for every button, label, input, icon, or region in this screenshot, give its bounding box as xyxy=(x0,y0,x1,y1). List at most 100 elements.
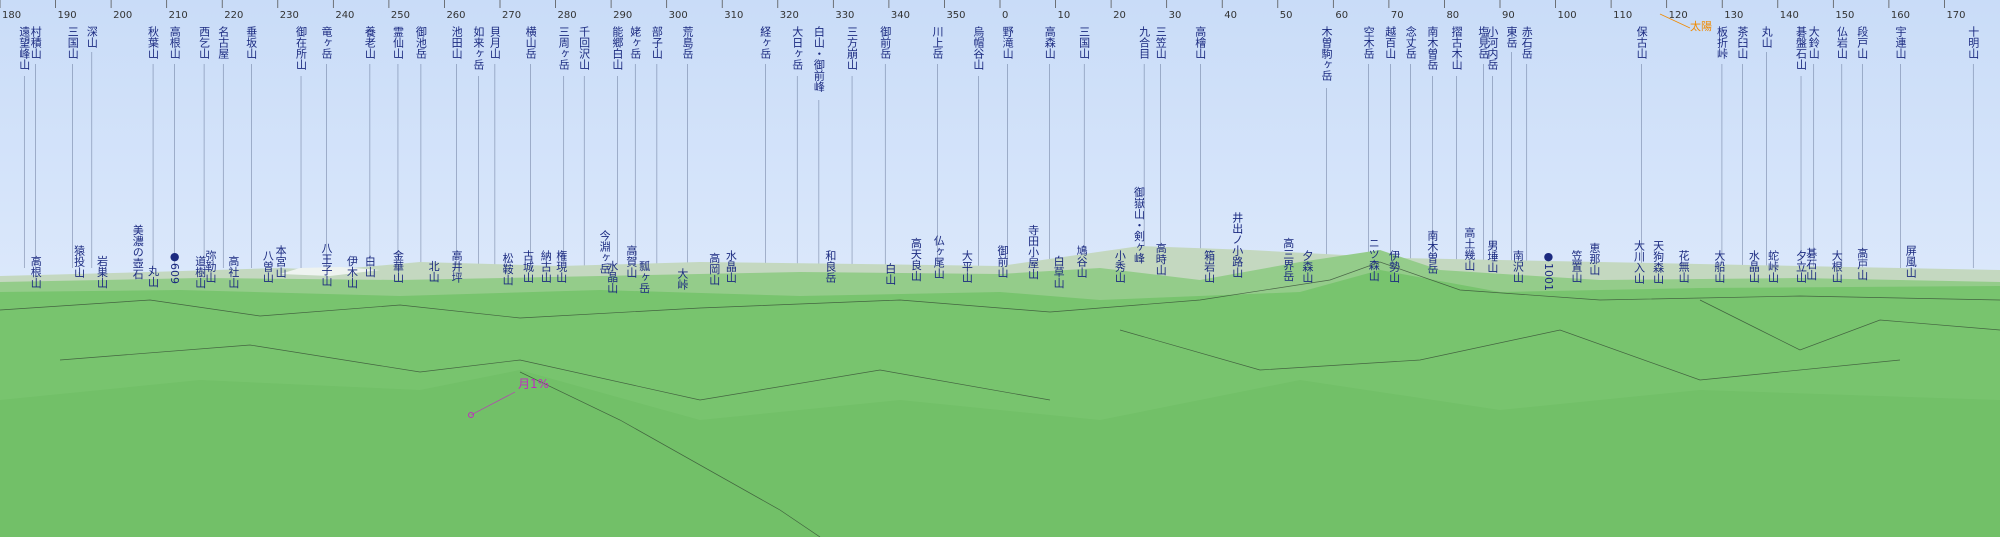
peak-label: 高時山 xyxy=(1154,241,1167,275)
peak-label: 箱岩山 xyxy=(1203,249,1216,283)
compass-label: 180 xyxy=(2,10,21,21)
peak-label: 御嶽山・剣ヶ峰 xyxy=(1133,185,1146,263)
peak-label: 白山 xyxy=(363,254,376,277)
peak-label: 三国山 xyxy=(1078,26,1091,59)
compass-label: 70 xyxy=(1391,10,1404,21)
peak-label: 養老山 xyxy=(363,25,376,59)
peak-label: 高根山 xyxy=(168,25,181,59)
peak-label: 高天良山 xyxy=(909,236,922,281)
peak-label: 鳩谷山 xyxy=(1075,244,1088,278)
peak-label: 越百山 xyxy=(1384,25,1397,59)
peak-label: 夕立山 xyxy=(1795,250,1808,283)
peak-label: 今淵ヶ岳 xyxy=(598,228,611,273)
peak-label: 千回沢山 xyxy=(578,26,591,70)
compass-label: 350 xyxy=(946,10,965,21)
sun-label: 太陽 xyxy=(1690,20,1712,33)
peak-label: 美濃の壺石 xyxy=(131,224,144,279)
peak-label: 弥勒山 xyxy=(204,249,217,283)
peak-label: 大船山 xyxy=(1713,249,1726,283)
compass-label: 10 xyxy=(1058,10,1071,21)
peak-label: 貝月山 xyxy=(488,26,501,59)
sun-leader xyxy=(1659,13,1691,29)
compass-label: 310 xyxy=(724,10,743,21)
peak-label: 伊勢山 xyxy=(1388,250,1401,283)
compass-label: 150 xyxy=(1835,10,1854,21)
peak-label: 男埵山 xyxy=(1486,240,1499,273)
compass-label: 0 xyxy=(1002,10,1008,21)
peak-label: 高森山 xyxy=(1043,25,1056,59)
compass-label: 200 xyxy=(113,10,132,21)
moon-marker xyxy=(468,412,474,418)
sky xyxy=(0,0,2000,280)
compass-label: 40 xyxy=(1224,10,1237,21)
peak-label: 高檜山 xyxy=(1194,25,1207,59)
compass-label: 270 xyxy=(502,10,521,21)
peak-label: 八曽山 xyxy=(261,250,274,283)
peak-label: 東岳 xyxy=(1505,26,1518,48)
peak-label: 白山 xyxy=(884,261,897,284)
peak-label: 岩巣山 xyxy=(96,254,109,288)
compass-label: 140 xyxy=(1780,10,1799,21)
peak-label: 池田山 xyxy=(450,26,463,59)
peak-label: 塩見岳 xyxy=(1477,25,1490,59)
compass-label: 250 xyxy=(391,10,410,21)
peak-label: 烏帽谷山 xyxy=(972,25,985,70)
compass-label: 330 xyxy=(835,10,854,21)
peak-label: 小秀山 xyxy=(1113,250,1126,283)
peak-label: 猿投山 xyxy=(73,244,86,278)
peak-label: 九合目 xyxy=(1138,26,1151,59)
peak-label: 高三界岳 xyxy=(1282,236,1295,281)
peak-label: 南木曽岳 xyxy=(1426,26,1439,70)
compass-label: 210 xyxy=(169,10,188,21)
peak-label: 能郷白山 xyxy=(611,25,624,70)
snow xyxy=(280,267,380,276)
compass-label: 120 xyxy=(1669,10,1688,21)
peak-label: 大鈴山 xyxy=(1807,25,1820,59)
peak-label: 大峠 xyxy=(676,267,689,291)
peak-label: 南沢山 xyxy=(1511,250,1524,283)
peak-label: 遠望峰山 xyxy=(18,26,31,70)
peak-label: 仏ヶ尾山 xyxy=(932,234,945,278)
peak-label: 御前岳 xyxy=(879,25,892,59)
peak-label: 御池岳 xyxy=(414,25,427,59)
peak-label: 大平山 xyxy=(960,249,973,283)
peak-label: ●609 xyxy=(168,250,181,284)
peak-label: 深山 xyxy=(85,26,98,48)
peak-label: 北山 xyxy=(427,260,440,282)
peak-label: 横山岳 xyxy=(524,25,537,59)
peak-label: 笠置山 xyxy=(1570,249,1583,283)
peak-label: 水晶山 xyxy=(606,260,619,293)
peak-label: 古城山 xyxy=(522,250,535,283)
peak-label: 碁盤石山 xyxy=(1795,25,1808,70)
peak-label: 保古山 xyxy=(1635,25,1648,59)
compass-label: 300 xyxy=(669,10,688,21)
peak-label: 姥ヶ岳 xyxy=(629,25,642,59)
peak-label: 西乞山 xyxy=(198,26,211,59)
peak-label: 秋葉山 xyxy=(147,25,160,59)
peak-label: 三国山 xyxy=(66,26,79,59)
peak-label: 丸山 xyxy=(1760,26,1773,48)
peak-label: 天狗森山 xyxy=(1652,240,1665,284)
compass-label: 230 xyxy=(280,10,299,21)
peak-label: 経ヶ岳 xyxy=(759,26,772,59)
peak-label: 赤石岳 xyxy=(1520,26,1533,59)
peak-label: 丸山 xyxy=(147,265,160,287)
peak-label: 仏岩山 xyxy=(1835,26,1848,59)
peak-label: 三笠山 xyxy=(1154,26,1167,59)
compass-label: 20 xyxy=(1113,10,1126,21)
peak-label: 野滝山 xyxy=(1001,26,1014,59)
peak-label: 夕森山 xyxy=(1301,250,1314,283)
peak-label: 高根山 xyxy=(29,254,42,288)
peak-label: 井出ノ小路山 xyxy=(1231,210,1244,277)
peak-label: 高賀山 xyxy=(625,244,638,278)
peak-label: 瓢ヶ岳 xyxy=(638,260,651,293)
peak-label: 高戸山 xyxy=(1856,246,1869,280)
peak-label: 三周ヶ岳 xyxy=(557,26,570,70)
moon-label: 月1% xyxy=(518,377,549,391)
peak-label: 木曽駒ヶ岳 xyxy=(1320,26,1333,81)
peak-label: 摺古木山 xyxy=(1450,25,1463,70)
peak-label: 高社山 xyxy=(227,254,240,288)
peak-label: 八王子山 xyxy=(320,242,333,286)
peak-label: 大根山 xyxy=(1830,249,1843,283)
